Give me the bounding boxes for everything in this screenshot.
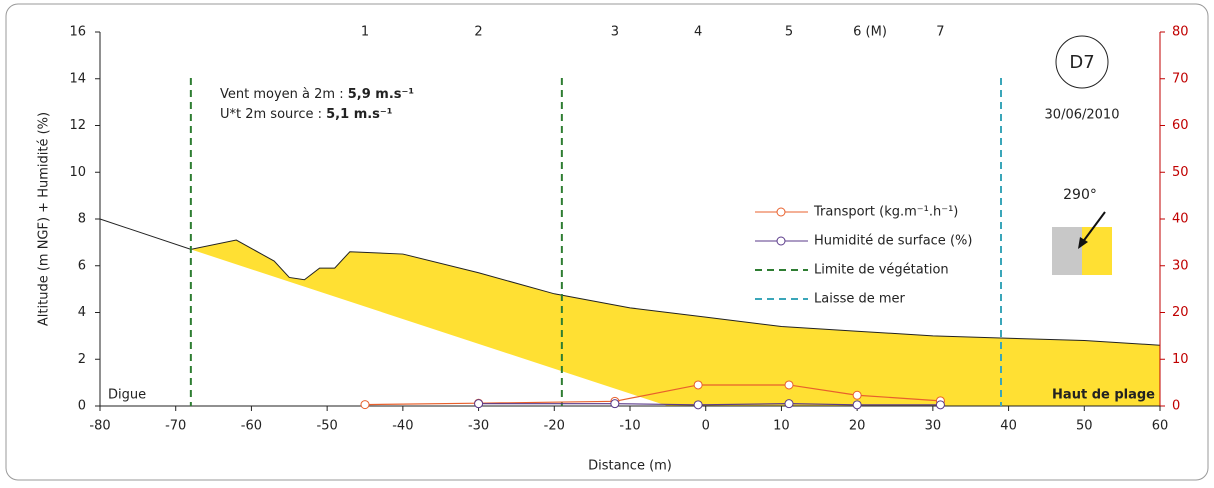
direction: 290° (1063, 187, 1097, 203)
y-tick-label: 16 (69, 25, 86, 40)
y2-tick-label: 0 (1172, 399, 1180, 414)
y-axis-label: Altitude (m NGF) + Humidité (%) (37, 112, 52, 326)
profile-line (99, 218, 1161, 346)
station-label: 7 (936, 25, 944, 40)
y-tick-label: 8 (78, 212, 86, 227)
y2-tick-label: 10 (1172, 352, 1189, 367)
x-tick-label: 40 (1000, 419, 1017, 434)
legend-label: Humidité de surface (%) (814, 234, 972, 249)
legend-marker (776, 236, 786, 246)
y-tick-label: 14 (69, 71, 86, 86)
legend-label: Transport (kg.m⁻¹.h⁻¹) (813, 205, 958, 220)
series-line (478, 403, 941, 406)
wind-label: Vent moyen à 2m : 5,9 m.s⁻¹ (220, 87, 414, 102)
legend-label: Limite de végétation (814, 263, 949, 278)
y-tick-label: 12 (69, 118, 86, 133)
series-point (693, 380, 703, 390)
x-tick-label: -50 (317, 419, 338, 434)
series-point (935, 400, 945, 410)
site: D7 (1069, 52, 1094, 73)
station-label: 2 (474, 25, 482, 40)
y-tick-label: 0 (78, 399, 86, 414)
y-tick-label: 2 (78, 352, 86, 367)
wind-icon-sea (1082, 227, 1112, 275)
y2-tick-label: 30 (1172, 258, 1189, 273)
y-tick-label: 6 (78, 258, 86, 273)
station-label: 3 (611, 25, 619, 40)
x-tick-label: -80 (89, 419, 110, 434)
date: 30/06/2010 (1045, 108, 1120, 123)
station-label: 1 (361, 25, 369, 40)
x-tick-label: -30 (468, 419, 489, 434)
x-axis-label: Distance (m) (588, 459, 672, 474)
x-tick-label: -70 (165, 419, 186, 434)
series-point (852, 390, 862, 400)
x-tick-label: -10 (619, 419, 640, 434)
y2-tick-label: 70 (1172, 71, 1189, 86)
legend-label: Laisse de mer (814, 292, 906, 307)
left-label: Digue (108, 388, 146, 403)
station-label: 5 (785, 25, 793, 40)
x-tick-label: 10 (773, 419, 790, 434)
series-point (784, 380, 794, 390)
x-tick-label: 50 (1076, 419, 1093, 434)
y2-tick-label: 40 (1172, 212, 1189, 227)
wind-arrow-head (1078, 237, 1088, 249)
wind-icon-land (1052, 227, 1082, 275)
sand-area (190, 240, 1160, 406)
series-point (474, 399, 484, 409)
x-tick-label: -40 (392, 419, 413, 434)
x-tick-label: 20 (849, 419, 866, 434)
y-tick-label: 4 (78, 305, 86, 320)
x-tick-label: 60 (1152, 419, 1169, 434)
series-point (360, 400, 370, 410)
site-circle (1055, 35, 1109, 89)
legend-marker (776, 207, 786, 217)
station-label: 6 (M) (853, 25, 887, 40)
y2-tick-label: 80 (1172, 25, 1189, 40)
x-tick-label: -60 (241, 419, 262, 434)
series-point (610, 399, 620, 409)
y-tick-label: 10 (69, 165, 86, 180)
series-point (693, 400, 703, 410)
y2-tick-label: 50 (1172, 165, 1189, 180)
y2-tick-label: 20 (1172, 305, 1189, 320)
frame (5, 3, 1209, 481)
series-point (784, 399, 794, 409)
y2-tick-label: 60 (1172, 118, 1189, 133)
x-tick-label: 30 (925, 419, 942, 434)
threshold-label: U*t 2m source : 5,1 m.s⁻¹ (220, 107, 392, 122)
station-label: 4 (694, 25, 702, 40)
wind-arrow (1081, 211, 1106, 244)
right-label: Haut de plage (1052, 388, 1155, 403)
x-tick-label: -20 (544, 419, 565, 434)
series-point (852, 400, 862, 410)
x-tick-label: 0 (702, 419, 710, 434)
